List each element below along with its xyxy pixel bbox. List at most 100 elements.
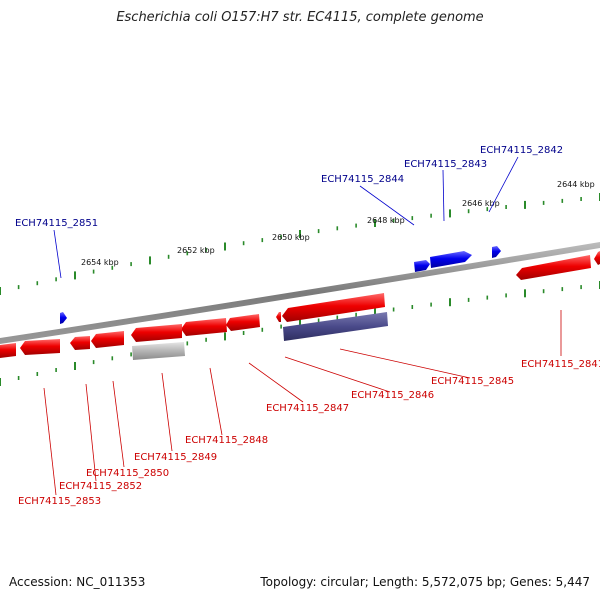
gene-reverse-2849a[interactable] — [131, 324, 182, 342]
inner-ring-tick — [36, 372, 39, 376]
inner-ring-tick — [317, 318, 320, 323]
outer-ring-tick — [74, 271, 76, 280]
inner-ring-tick — [74, 362, 76, 370]
outer-ring-tick — [580, 197, 582, 201]
leader-2842 — [488, 156, 519, 213]
gene-rna-2845[interactable] — [283, 312, 388, 341]
accession-text: Accession: NC_011353 — [9, 575, 146, 589]
leader-2849 — [161, 372, 173, 452]
outer-ring-tick — [505, 205, 507, 209]
outer-ring-tick — [242, 241, 245, 246]
outer-ring-tick — [411, 216, 414, 221]
outer-ring-tick — [430, 213, 432, 218]
outer-ring-tick — [36, 281, 39, 286]
outer-scale-ring — [0, 193, 600, 295]
leader-2851 — [53, 229, 62, 279]
inner-ring-tick — [524, 289, 526, 298]
leader-2848 — [209, 367, 223, 436]
gene-label-2847: ECH74115_2847 — [266, 403, 349, 414]
gene-reverse-2852[interactable] — [70, 336, 90, 350]
gene-forward-2844[interactable] — [414, 260, 430, 272]
topology-text: Topology: circular; Length: 5,572,075 bp… — [260, 575, 590, 589]
outer-ring-tick — [0, 287, 1, 295]
inner-ring-tick — [205, 337, 207, 342]
gene-label-2852: ECH74115_2852 — [59, 481, 142, 492]
outer-ring-tick — [355, 223, 357, 228]
inner-ring-tick — [449, 298, 451, 307]
outer-ring-tick — [186, 251, 189, 256]
inner-ring-tick — [505, 293, 507, 298]
gene-reverse-2845[interactable] — [282, 293, 385, 322]
leader-2845 — [339, 348, 471, 379]
outer-ring-tick — [149, 256, 151, 265]
leader-2846 — [284, 356, 391, 393]
outer-ring-tick — [167, 254, 170, 259]
inner-ring-tick — [486, 295, 489, 300]
inner-ring-tick — [92, 360, 95, 365]
inner-ring-tick — [336, 315, 339, 320]
outer-ring-tick — [205, 247, 207, 252]
outer-ring-tick — [317, 229, 320, 234]
inner-ring-tick — [242, 331, 245, 335]
inner-ring-tick — [111, 356, 114, 361]
gene-label-2851: ECH74115_2851 — [15, 218, 98, 229]
gene-reverse-2853[interactable] — [20, 339, 60, 355]
gene-label-2849: ECH74115_2849 — [134, 452, 217, 463]
outer-ring-tick — [524, 200, 526, 209]
inner-ring-tick — [261, 327, 264, 332]
gene-reverse-2847[interactable] — [226, 314, 260, 331]
gene-forward-2851[interactable] — [60, 312, 67, 324]
outer-ring-tick — [392, 218, 395, 223]
inner-ring-tick — [0, 378, 1, 386]
leader-2853 — [43, 387, 57, 496]
inner-ring-tick — [130, 352, 132, 357]
gene-pseudo-2849[interactable] — [132, 342, 185, 360]
gene-label-2845: ECH74115_2845 — [431, 376, 514, 387]
inner-ring-tick — [224, 332, 226, 341]
outer-ring-tick — [299, 230, 301, 238]
outer-ring-tick — [486, 207, 489, 212]
gene-reverse-2850[interactable] — [91, 331, 124, 348]
inner-ring-tick — [542, 289, 545, 294]
outer-ring-tick — [111, 265, 114, 270]
kbp-label-2654: 2654 kbp — [81, 258, 119, 267]
gene-reverse-2841[interactable] — [516, 255, 591, 280]
gene-reverse-2846[interactable] — [276, 312, 281, 322]
outer-ring-tick — [449, 209, 451, 218]
leader-2847 — [248, 362, 304, 403]
outer-ring-tick — [280, 235, 282, 239]
gene-forward-2842[interactable] — [492, 246, 501, 258]
inner-ring-tick — [280, 324, 282, 329]
gene-label-2841: ECH74115_2841 — [521, 359, 600, 370]
outer-ring-tick — [55, 277, 57, 282]
outer-ring-tick — [224, 242, 226, 251]
outer-ring-tick — [17, 285, 20, 290]
leader-2843 — [442, 169, 445, 222]
gene-label-2843: ECH74115_2843 — [404, 159, 487, 170]
gene-label-2844: ECH74115_2844 — [321, 174, 404, 185]
gene-forward-2843[interactable] — [430, 251, 472, 268]
gene-reverse-edge[interactable] — [594, 251, 600, 265]
kbp-label-2646: 2646 kbp — [462, 199, 500, 208]
kbp-label-2650: 2650 kbp — [272, 233, 310, 242]
outer-ring-tick — [374, 219, 376, 227]
inner-ring-tick — [17, 376, 20, 380]
outer-ring-tick — [467, 209, 470, 214]
inner-ring-tick — [55, 368, 57, 372]
outer-ring-tick — [561, 198, 564, 203]
gene-reverse-left-edge[interactable] — [0, 343, 16, 358]
inner-ring-tick — [392, 307, 395, 312]
leader-2850 — [112, 380, 125, 468]
inner-ring-tick — [430, 302, 432, 307]
gene-label-2848: ECH74115_2848 — [185, 435, 268, 446]
inner-ring-tick — [467, 297, 470, 302]
gene-reverse-2848[interactable] — [181, 318, 227, 336]
gene-label-2850: ECH74115_2850 — [86, 468, 169, 479]
gene-label-2842: ECH74115_2842 — [480, 145, 563, 156]
inner-ring-tick — [411, 305, 414, 309]
gene-label-2846: ECH74115_2846 — [351, 390, 434, 401]
inner-ring-tick — [186, 341, 189, 346]
outer-ring-tick — [130, 262, 132, 267]
outer-ring-tick — [261, 238, 264, 243]
